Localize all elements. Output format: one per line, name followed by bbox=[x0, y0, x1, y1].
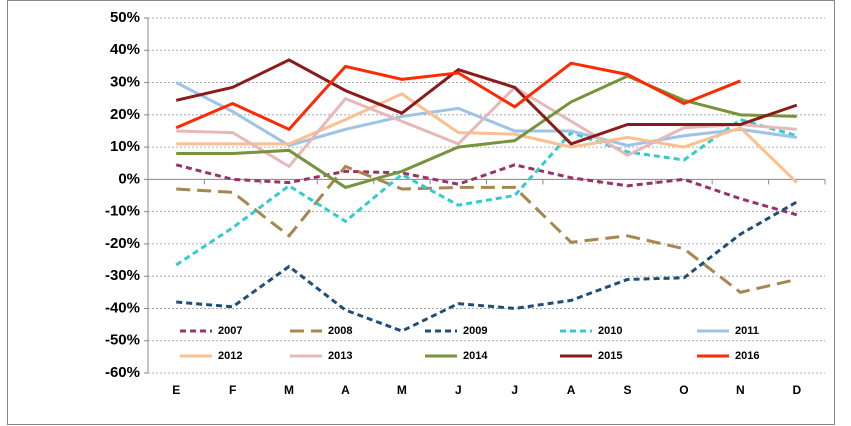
x-tick-label: O bbox=[679, 383, 688, 397]
series-line bbox=[176, 74, 797, 190]
series-line bbox=[175, 118, 798, 267]
y-tick-label: -20% bbox=[105, 235, 140, 252]
x-tick-label: S bbox=[624, 383, 632, 397]
y-tick-label: 30% bbox=[110, 74, 140, 91]
legend-label: 2009 bbox=[463, 325, 487, 337]
legend-label: 2013 bbox=[328, 350, 352, 362]
series-line bbox=[176, 92, 798, 184]
y-tick-label: 10% bbox=[110, 138, 140, 155]
legend-label: 2007 bbox=[218, 325, 242, 337]
y-tick-label: 20% bbox=[110, 106, 140, 123]
x-tick-label: E bbox=[172, 383, 180, 397]
series-line bbox=[176, 200, 798, 333]
legend-label: 2015 bbox=[598, 350, 622, 362]
x-tick-label: D bbox=[792, 383, 801, 397]
series-line bbox=[176, 164, 798, 294]
x-tick-label: F bbox=[229, 383, 236, 397]
legend-label: 2012 bbox=[218, 350, 242, 362]
x-tick-label: J bbox=[511, 383, 518, 397]
series-line bbox=[175, 81, 798, 148]
x-tick-label: N bbox=[736, 383, 745, 397]
x-tick-label: J bbox=[455, 383, 462, 397]
y-tick-label: -60% bbox=[105, 364, 140, 381]
series-line bbox=[176, 85, 797, 169]
legend-label: 2010 bbox=[598, 325, 622, 337]
y-tick-label: 50% bbox=[110, 9, 140, 26]
x-tick-label: A bbox=[567, 383, 576, 397]
y-tick-label: -10% bbox=[105, 203, 140, 220]
chart-border bbox=[7, 0, 835, 425]
series-line bbox=[175, 163, 798, 217]
y-tick-label: -50% bbox=[105, 332, 140, 349]
legend-label: 2016 bbox=[735, 350, 759, 362]
x-tick-label: M bbox=[284, 383, 294, 397]
x-tick-label: A bbox=[341, 383, 350, 397]
y-tick-label: 40% bbox=[110, 41, 140, 58]
series-line bbox=[175, 61, 741, 132]
series-line bbox=[175, 58, 798, 146]
y-tick-label: -30% bbox=[105, 267, 140, 284]
legend-label: 2011 bbox=[735, 325, 759, 337]
legend-label: 2014 bbox=[463, 350, 488, 362]
y-tick-label: -40% bbox=[105, 299, 140, 316]
legend-label: 2008 bbox=[328, 325, 352, 337]
y-tick-label: 0% bbox=[118, 170, 140, 187]
x-tick-label: M bbox=[397, 383, 407, 397]
